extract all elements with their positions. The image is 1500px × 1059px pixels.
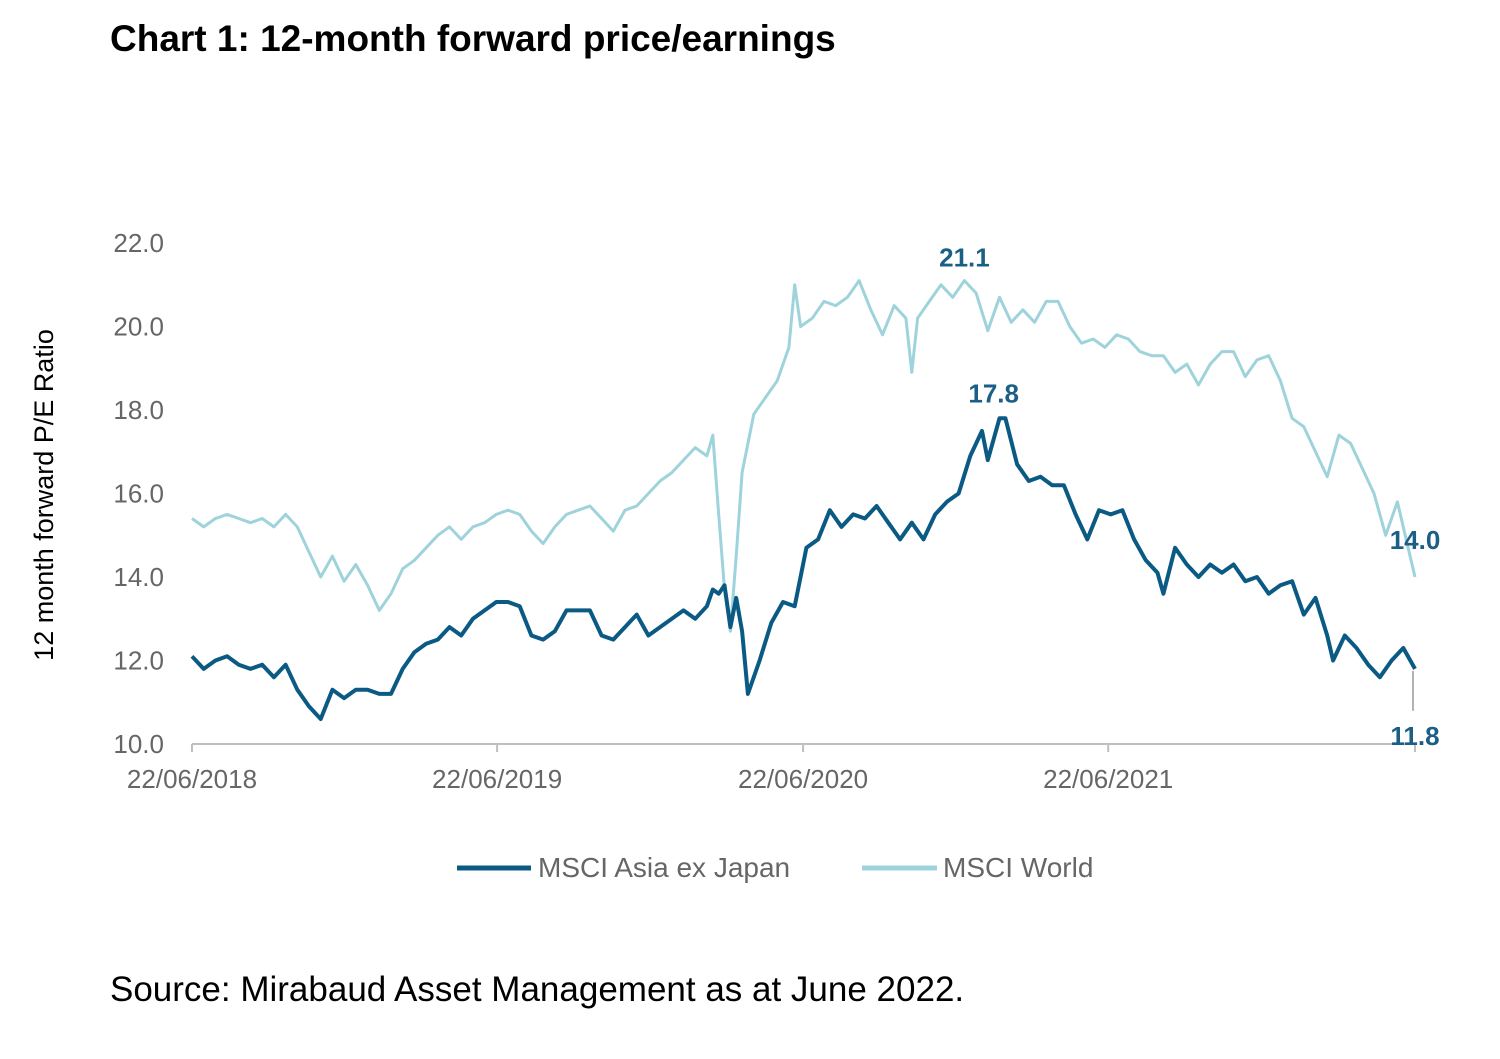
annotation-label: 14.0 — [1390, 525, 1441, 555]
y-tick-label: 20.0 — [113, 312, 164, 342]
annotation-label: 11.8 — [1390, 721, 1439, 751]
series-lines — [190, 279, 1417, 721]
annotation-label: 17.8 — [968, 378, 1019, 408]
legend-label-asia: MSCI Asia ex Japan — [538, 852, 790, 883]
legend: MSCI Asia ex Japan MSCI World — [457, 852, 1093, 883]
series-line-msci-world — [191, 279, 1417, 633]
y-tick-label: 14.0 — [113, 562, 164, 592]
annotations: 21.1 17.8 14.0 11.8 — [939, 243, 1440, 751]
series-line-msci-asia-ex-japan — [190, 416, 1417, 721]
y-tick-label: 16.0 — [113, 479, 164, 509]
chart-title: Chart 1: 12-month forward price/earnings — [110, 18, 836, 59]
annotation-label: 21.1 — [939, 243, 990, 273]
y-tick-label: 22.0 — [113, 228, 164, 258]
y-tick-label: 12.0 — [113, 646, 164, 676]
x-tick-label: 22/06/2020 — [738, 764, 868, 794]
y-tick-label: 18.0 — [113, 395, 164, 425]
legend-label-world: MSCI World — [943, 852, 1093, 883]
x-tick-label: 22/06/2021 — [1043, 764, 1173, 794]
y-ticks: 10.0 12.0 14.0 16.0 18.0 20.0 22.0 — [113, 228, 164, 759]
y-axis-label: 12 month forward P/E Ratio — [29, 329, 59, 661]
source-note: Source: Mirabaud Asset Management as at … — [110, 970, 965, 1009]
x-ticks: 22/06/2018 22/06/2019 22/06/2020 22/06/2021 — [127, 744, 1416, 794]
x-tick-label: 22/06/2019 — [432, 764, 562, 794]
x-tick-label: 22/06/2018 — [127, 764, 257, 794]
y-tick-label: 10.0 — [113, 729, 164, 759]
